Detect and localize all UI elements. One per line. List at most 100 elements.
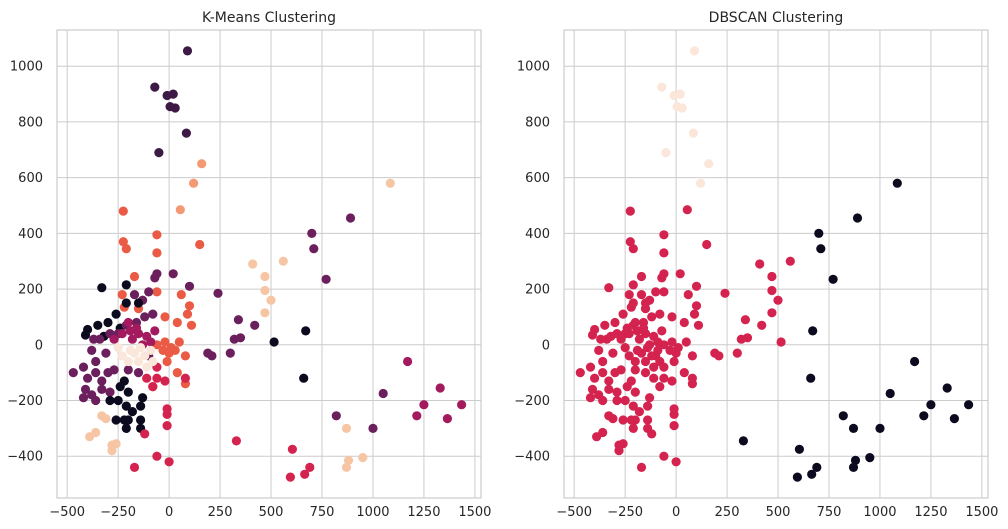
kmeans-point-cluster-2 [105,387,115,397]
kmeans-point-cluster-7 [358,453,368,463]
dbscan-point-cluster-1 [671,348,681,358]
dbscan-point-cluster-1 [687,351,698,361]
dbscan-point-cluster-0 [812,462,822,472]
dbscan-point-cluster-1 [604,283,614,293]
dbscan-point-cluster-0 [885,388,895,399]
kmeans-point-cluster-7 [101,414,111,424]
dbscan-point-cluster-1 [604,384,614,394]
dbscan-point-cluster-1 [669,404,679,414]
dbscan-point-cluster-1 [628,298,638,308]
dbscan-points [575,46,974,482]
kmeans-point-cluster-0 [111,415,121,425]
dbscan-point-cluster-1 [636,271,647,282]
kmeans-point-cluster-2 [91,395,101,406]
kmeans-point-cluster-7 [260,308,270,318]
dbscan-point-cluster-1 [636,462,647,472]
dbscan-point-cluster-0 [807,469,817,479]
dbscan-point-cluster-1 [659,248,669,258]
dbscan-point-cluster-0 [792,472,803,482]
dbscan-x-tick-label: −250 [607,505,643,520]
kmeans-point-cluster-7 [385,178,395,188]
dbscan-point-cluster-1 [598,395,608,406]
kmeans-point-cluster-4 [129,462,140,472]
kmeans-point-cluster-2 [80,384,91,394]
dbscan-point-cluster-1 [667,376,677,386]
kmeans-point-cluster-2 [83,373,93,383]
kmeans-x-tick-label: 1000 [356,505,389,520]
kmeans-point-cluster-1 [170,103,180,113]
kmeans-point-cluster-7 [343,455,354,465]
dbscan-y-tick-label: 600 [525,171,550,186]
kmeans-x-tick-label: 1500 [458,505,491,520]
dbscan-point-cluster-1 [628,401,638,411]
kmeans-point-cluster-5 [152,230,162,240]
kmeans-point-cluster-8 [117,351,127,361]
dbscan-point-cluster-1 [785,256,795,266]
dbscan-point-cluster-1 [575,368,585,378]
kmeans-point-cluster-8 [136,343,146,353]
dbscan-x-tick-label: 750 [817,505,842,520]
kmeans-point-cluster-4 [231,436,241,446]
dbscan-point-cluster-0 [848,462,859,472]
kmeans-point-cluster-2 [123,365,133,375]
kmeans-point-cluster-7 [260,271,270,282]
dbscan-point-cluster-0 [738,436,749,446]
dbscan-point-cluster-1 [630,415,640,425]
dbscan-point-cluster-1 [634,407,645,417]
dbscan-point-cluster-0 [848,423,859,433]
dbscan-point-cluster-0 [949,414,960,424]
kmeans-x-tick-label: 0 [165,505,173,520]
kmeans-point-cluster-1 [182,46,193,56]
dbscan-point-cluster-1 [630,356,640,367]
dbscan-y-tick-label: 200 [525,283,550,298]
dbscan-point-cluster-1 [659,451,669,461]
dbscan-point-cluster-1 [655,356,665,367]
dbscan-point-cluster-1 [612,387,622,397]
kmeans-point-cluster-5 [160,312,170,322]
kmeans-point-cluster-1 [154,148,164,158]
kmeans-point-cluster-3 [442,414,452,424]
kmeans-point-cluster-2 [152,269,162,279]
kmeans-y-ticks: −400 −200 0 200 400 600 800 1000 [7,60,43,465]
dbscan-point-cluster-1 [653,345,663,355]
dbscan-point-cluster-1 [624,290,634,300]
dbscan-point-cluster-1 [643,415,653,425]
kmeans-point-cluster-0 [269,337,279,347]
kmeans-point-cluster-3 [150,326,160,336]
dbscan-point-cluster-1 [683,290,693,300]
dbscan-point-cluster-1 [742,333,753,343]
kmeans-point-cluster-8 [142,362,152,372]
dbscan-point-cluster-1 [628,244,638,254]
kmeans-point-cluster-4 [180,373,190,383]
kmeans-point-cluster-5 [176,290,186,300]
dbscan-point-cluster-1 [624,329,634,339]
dbscan-point-cluster-1 [616,334,626,344]
dbscan-x-tick-label: 250 [715,505,740,520]
kmeans-point-cluster-4 [300,469,310,479]
dbscan-point-cluster-1 [624,351,634,361]
dbscan-x-tick-label: 1000 [863,505,896,520]
dbscan-point-cluster-1 [687,373,698,383]
kmeans-point-cluster-2 [78,393,89,403]
dbscan-point-cluster-1 [600,320,610,330]
dbscan-point-cluster-1 [659,269,669,279]
kmeans-point-cluster-3 [412,411,422,421]
dbscan-point-cluster-0 [808,326,818,336]
dbscan-point-cluster-0 [926,400,936,410]
dbscan-point-cluster-1 [691,281,702,291]
dbscan-point-cluster-1 [618,309,628,319]
dbscan-point-cluster-1 [598,427,608,438]
dbscan-point-cluster-1 [659,287,669,297]
dbscan-point-cluster-2 [688,128,699,138]
dbscan-point-cluster-1 [585,362,596,372]
dbscan-point-cluster-0 [794,444,805,454]
kmeans-point-cluster-5 [195,239,205,250]
kmeans-x-tick-label: 1250 [407,505,440,520]
dbscan-point-cluster-0 [892,178,902,188]
dbscan-point-cluster-2 [677,103,687,113]
kmeans-point-cluster-2 [321,274,331,284]
dbscan-point-cluster-1 [679,368,689,378]
dbscan-point-cluster-1 [653,337,663,347]
kmeans-point-cluster-5 [172,368,182,378]
